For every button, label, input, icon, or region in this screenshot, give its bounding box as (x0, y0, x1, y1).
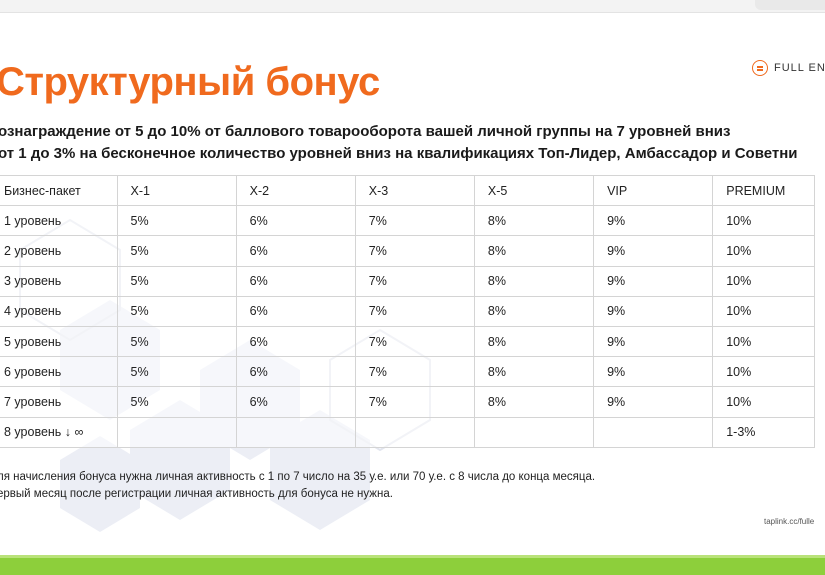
table-cell: 9% (593, 235, 714, 267)
table-row: 1 уровень 5% 6% 7% 8% 9% 10% (0, 205, 815, 237)
table-cell: 1 уровень (0, 205, 118, 237)
footnote-2: ервый месяц после регистрации личная акт… (0, 488, 393, 500)
table-row: 2 уровень 5% 6% 7% 8% 9% 10% (0, 235, 815, 267)
table-cell: 8% (473, 205, 595, 237)
table-cell (593, 416, 714, 448)
table-cell: 10% (712, 386, 815, 418)
table-cell: 10% (712, 325, 815, 358)
table-cell: 8% (473, 265, 595, 297)
table-cell: 5% (116, 235, 237, 267)
table-cell: 7% (354, 386, 475, 418)
table-cell: 9% (593, 265, 714, 297)
table-cell: 9% (593, 295, 714, 327)
bottom-bar-highlight (0, 555, 825, 558)
table-cell: 10% (712, 205, 815, 237)
table-cell: 10% (712, 295, 815, 327)
table-cell: 7% (354, 325, 475, 358)
table-row: 7 уровень 5% 6% 7% 8% 9% 10% (0, 386, 815, 418)
table-cell: 5% (116, 356, 237, 388)
table-cell: 8 уровень ↓ ∞ (0, 416, 118, 448)
table-row: 6 уровень 5% 6% 7% 8% 9% 10% (0, 356, 815, 388)
table-cell: 6% (235, 295, 356, 327)
table-cell: 9% (593, 356, 714, 388)
brand-logo: FULL ENE (752, 60, 825, 76)
table-cell: 7% (354, 265, 475, 297)
full-energy-logo-icon (752, 60, 768, 76)
table-cell: 7% (354, 205, 475, 237)
table-cell: 4 уровень (0, 295, 118, 327)
brand-name: FULL ENE (774, 62, 825, 74)
table-header-row: Бизнес-пакет Х-1 Х-2 Х-3 Х-5 VIP PREMIUM (0, 174, 815, 207)
table-cell (473, 416, 595, 448)
table-cell: 8% (473, 295, 595, 327)
table-cell: 5 уровень (0, 325, 118, 358)
table-cell: 10% (712, 265, 815, 297)
table-cell: 2 уровень (0, 235, 118, 267)
table-row: 3 уровень 5% 6% 7% 8% 9% 10% (0, 265, 815, 297)
table-cell: 9% (593, 386, 714, 418)
table-cell: 10% (712, 235, 815, 267)
table-cell: 8% (473, 235, 595, 267)
table-header-cell: Х-1 (116, 174, 237, 207)
table-cell: 5% (116, 325, 237, 358)
table-cell: 3 уровень (0, 265, 118, 297)
footnote-1: ля начисления бонуса нужна личная активн… (0, 471, 596, 483)
table-cell: 5% (116, 295, 237, 327)
table-cell: 6 уровень (0, 356, 118, 388)
table-cell: 8% (473, 386, 595, 418)
table-header-cell: Х-2 (235, 174, 356, 207)
table-cell: 8% (473, 325, 595, 358)
table-header-cell: PREMIUM (712, 174, 815, 207)
bonus-table: Бизнес-пакет Х-1 Х-2 Х-3 Х-5 VIP PREMIUM… (0, 174, 815, 448)
table-cell: 6% (235, 265, 356, 297)
window-top-bar (0, 0, 825, 13)
table-cell: 6% (235, 356, 356, 388)
table-cell: 5% (116, 205, 237, 237)
table-cell: 5% (116, 386, 237, 418)
table-cell: 5% (116, 265, 237, 297)
table-cell: 9% (593, 205, 714, 237)
table-cell: 7 уровень (0, 386, 118, 418)
table-cell: 7% (354, 356, 475, 388)
table-cell (235, 416, 356, 448)
table-header-cell: Х-3 (354, 174, 475, 207)
table-cell: 6% (235, 386, 356, 418)
table-cell: 6% (235, 205, 356, 237)
slide-title: Структурный бонус (0, 60, 380, 104)
table-cell: 7% (354, 295, 475, 327)
table-header-cell: Бизнес-пакет (0, 174, 118, 207)
taplink-url[interactable]: taplink.cc/fulle (764, 517, 815, 526)
description-line-1: ознаграждение от 5 до 10% от баллового т… (0, 123, 731, 140)
top-bar-tab (755, 0, 825, 10)
description-line-2: от 1 до 3% на бесконечное количество уро… (0, 145, 798, 162)
table-cell: 10% (712, 356, 815, 388)
table-cell: 8% (473, 356, 595, 388)
table-row: 8 уровень ↓ ∞ 1-3% (0, 416, 815, 448)
table-cell (116, 416, 237, 448)
table-cell (354, 416, 475, 448)
table-row: 4 уровень 5% 6% 7% 8% 9% 10% (0, 295, 815, 327)
bottom-green-bar (0, 555, 825, 575)
table-header-cell: VIP (593, 174, 714, 207)
table-cell: 6% (235, 235, 356, 267)
table-cell: 6% (235, 325, 356, 358)
table-cell: 1-3% (712, 416, 815, 448)
table-cell: 9% (593, 325, 714, 358)
table-header-cell: Х-5 (473, 174, 595, 207)
table-cell: 7% (354, 235, 475, 267)
table-row: 5 уровень 5% 6% 7% 8% 9% 10% (0, 325, 815, 358)
